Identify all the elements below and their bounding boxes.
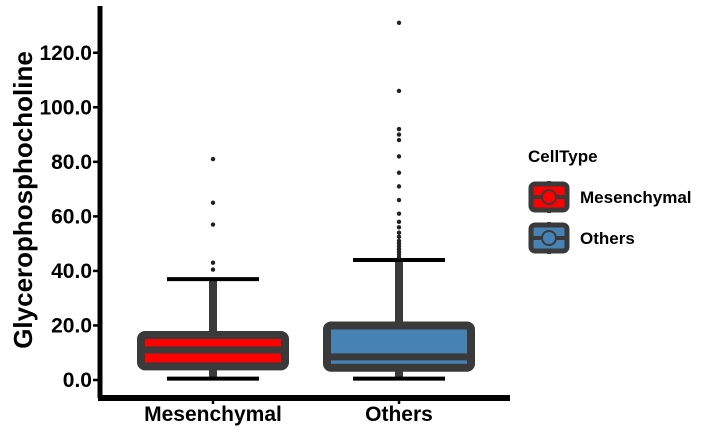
y-axis-title: Glycerophosphocholine bbox=[8, 51, 38, 349]
outlier-point bbox=[396, 219, 402, 225]
y-tick-label: 0.0 bbox=[63, 369, 92, 392]
outlier-point bbox=[396, 88, 402, 94]
x-tick-label: Mesenchymal bbox=[144, 403, 282, 426]
outlier-point bbox=[210, 267, 216, 272]
outlier-point bbox=[396, 137, 402, 143]
legend: CellType Mesenchymal Others bbox=[528, 147, 692, 254]
outlier-point bbox=[210, 200, 216, 205]
y-tick-label: 40.0 bbox=[51, 260, 92, 283]
box-group-mesenchymal bbox=[137, 156, 289, 381]
y-tick-label: 20.0 bbox=[51, 314, 92, 337]
outlier-point bbox=[210, 156, 216, 162]
outlier-point bbox=[210, 222, 216, 227]
x-tick-label: Others bbox=[365, 403, 433, 426]
outlier-point bbox=[396, 225, 402, 230]
box-body bbox=[323, 321, 475, 372]
y-axis: 0.0 20.0 40.0 60.0 80.0 100.0 120.0 bbox=[39, 6, 103, 398]
outlier-point bbox=[396, 170, 402, 175]
y-tick-label: 120.0 bbox=[39, 42, 92, 65]
x-axis: Mesenchymal Others bbox=[98, 395, 510, 426]
legend-key-point bbox=[541, 189, 557, 205]
outlier-point bbox=[210, 260, 216, 265]
legend-key-point bbox=[541, 230, 557, 246]
legend-item-mesenchymal: Mesenchymal bbox=[528, 181, 692, 213]
y-tick-label: 80.0 bbox=[51, 151, 92, 174]
outlier-point bbox=[396, 238, 402, 244]
outlier-point bbox=[396, 154, 402, 159]
legend-item-others: Others bbox=[528, 222, 635, 254]
outlier-point bbox=[396, 184, 402, 189]
legend-label: Others bbox=[580, 229, 635, 248]
outlier-point bbox=[396, 126, 402, 132]
y-tick-label: 100.0 bbox=[39, 96, 92, 119]
outlier-point bbox=[396, 20, 402, 25]
outlier-point bbox=[396, 230, 402, 235]
box-group-others bbox=[323, 20, 475, 381]
outlier-point bbox=[396, 211, 402, 216]
outlier-point bbox=[396, 132, 402, 137]
outlier-point bbox=[396, 197, 402, 203]
legend-label: Mesenchymal bbox=[580, 188, 692, 207]
outlier-point bbox=[396, 234, 402, 240]
y-tick-label: 60.0 bbox=[51, 205, 92, 228]
legend-title: CellType bbox=[528, 147, 598, 166]
plot-marks bbox=[137, 20, 475, 381]
